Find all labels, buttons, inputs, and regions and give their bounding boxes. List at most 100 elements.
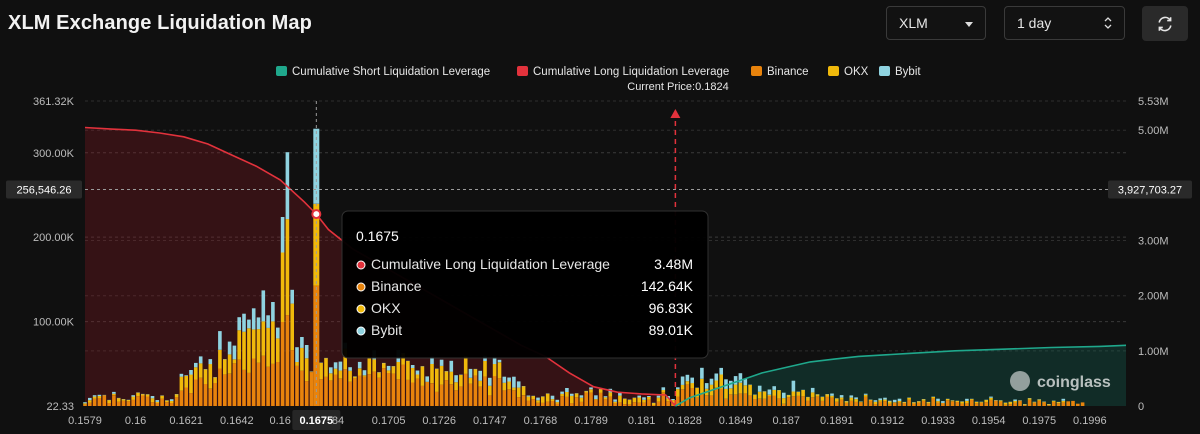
bar-binance	[724, 398, 728, 406]
legend-swatch	[879, 66, 890, 76]
crosshair-left-box	[6, 180, 82, 199]
bar-bybit	[854, 397, 858, 400]
bar-binance	[136, 396, 140, 406]
bar-binance	[627, 404, 632, 406]
bar-binance	[92, 398, 97, 406]
bar-bybit	[497, 359, 502, 363]
bar-bybit	[897, 398, 902, 401]
bar-binance	[941, 403, 945, 406]
bar-okx	[261, 321, 266, 356]
bar-bybit	[410, 365, 415, 368]
bar-okx	[367, 358, 372, 375]
bar-binance	[733, 394, 738, 406]
legend-label: Cumulative Long Liquidation Leverage	[533, 66, 729, 78]
bar-bybit	[594, 395, 598, 400]
bar-okx	[242, 331, 246, 370]
current-price-arrow	[670, 109, 681, 118]
coinglass-logo-icon	[1010, 371, 1030, 391]
bar-binance	[1047, 405, 1051, 406]
x-tick-label: 0.1621	[169, 415, 203, 427]
coin-select[interactable]: XLM	[886, 6, 986, 40]
bar-okx	[271, 321, 275, 364]
bar-binance	[304, 381, 309, 406]
bar-okx	[160, 395, 164, 399]
bar-bybit	[516, 381, 521, 388]
bar-okx	[632, 397, 637, 403]
bar-bybit	[1061, 398, 1066, 401]
bar-okx	[329, 373, 333, 381]
tooltip-box	[341, 210, 709, 359]
timeframe-select[interactable]: 1 day	[1004, 6, 1125, 40]
bar-binance	[348, 381, 352, 406]
bar-okx	[863, 394, 868, 397]
bar-okx	[304, 358, 309, 382]
bar-okx	[786, 395, 791, 398]
bar-bybit	[271, 302, 275, 322]
bar-okx	[738, 382, 743, 394]
bar-okx	[174, 394, 179, 398]
bar-okx	[878, 400, 882, 402]
bar-bybit	[208, 359, 213, 365]
bar-bybit	[849, 395, 854, 398]
y-right-tick-label: 5.53M	[1138, 96, 1169, 108]
bar-bybit	[194, 362, 198, 368]
bar-okx	[116, 398, 121, 402]
bar-bybit	[155, 400, 160, 402]
bar-binance	[791, 396, 796, 406]
bar-okx	[136, 392, 140, 397]
bar-binance	[1080, 402, 1085, 406]
bar-okx	[955, 400, 960, 402]
x-tick-label: 0.1705	[372, 415, 406, 427]
bar-binance	[685, 384, 690, 406]
bar-okx	[338, 370, 343, 379]
bar-binance	[126, 401, 131, 406]
bar-binance	[926, 403, 931, 406]
bar-binance	[545, 401, 550, 406]
bar-bybit	[560, 391, 564, 394]
bar-binance	[863, 396, 868, 406]
bar-bybit	[603, 396, 608, 398]
bar-binance	[835, 401, 839, 406]
bar-bybit	[579, 395, 584, 398]
x-tick-label: 0.1747	[473, 415, 507, 427]
bar-okx	[247, 328, 251, 373]
bar-bybit	[873, 400, 878, 402]
bar-okx	[839, 397, 844, 400]
bar-binance	[589, 392, 593, 406]
bar-binance	[309, 372, 314, 406]
crosshair-right-label: 3,927,703.27	[1118, 184, 1182, 196]
bar-okx	[1037, 399, 1041, 401]
bar-okx	[743, 385, 748, 394]
bar-binance	[391, 373, 396, 406]
refresh-button[interactable]	[1142, 6, 1188, 41]
legend-label: Binance	[767, 66, 809, 78]
y-left-tick-label: 300.00K	[33, 148, 75, 160]
bar-okx	[642, 399, 646, 403]
bar-okx	[444, 371, 449, 381]
bar-okx	[666, 398, 670, 402]
bar-okx	[194, 367, 198, 380]
bar-bybit	[468, 368, 473, 378]
bar-binance	[488, 395, 492, 406]
bar-binance	[984, 402, 988, 406]
bar-okx	[998, 400, 1003, 402]
x-tick-label: 0.16	[125, 415, 146, 427]
bar-okx	[208, 364, 213, 389]
bar-bybit	[839, 395, 844, 398]
bar-binance	[931, 398, 935, 406]
bar-binance	[131, 399, 135, 406]
bar-okx	[695, 387, 699, 398]
bar-binance	[719, 388, 723, 406]
bar-binance	[868, 400, 873, 406]
bar-bybit	[362, 370, 367, 376]
bar-binance	[950, 401, 955, 406]
bar-binance	[907, 399, 911, 406]
bar-okx	[912, 402, 916, 404]
bar-okx	[463, 356, 468, 374]
bar-okx	[767, 394, 772, 397]
bar-okx	[285, 219, 290, 316]
bar-bybit	[989, 396, 993, 398]
tooltip-row-value: 142.64K	[641, 278, 694, 294]
bar-okx	[468, 377, 473, 384]
bar-binance	[194, 379, 198, 406]
